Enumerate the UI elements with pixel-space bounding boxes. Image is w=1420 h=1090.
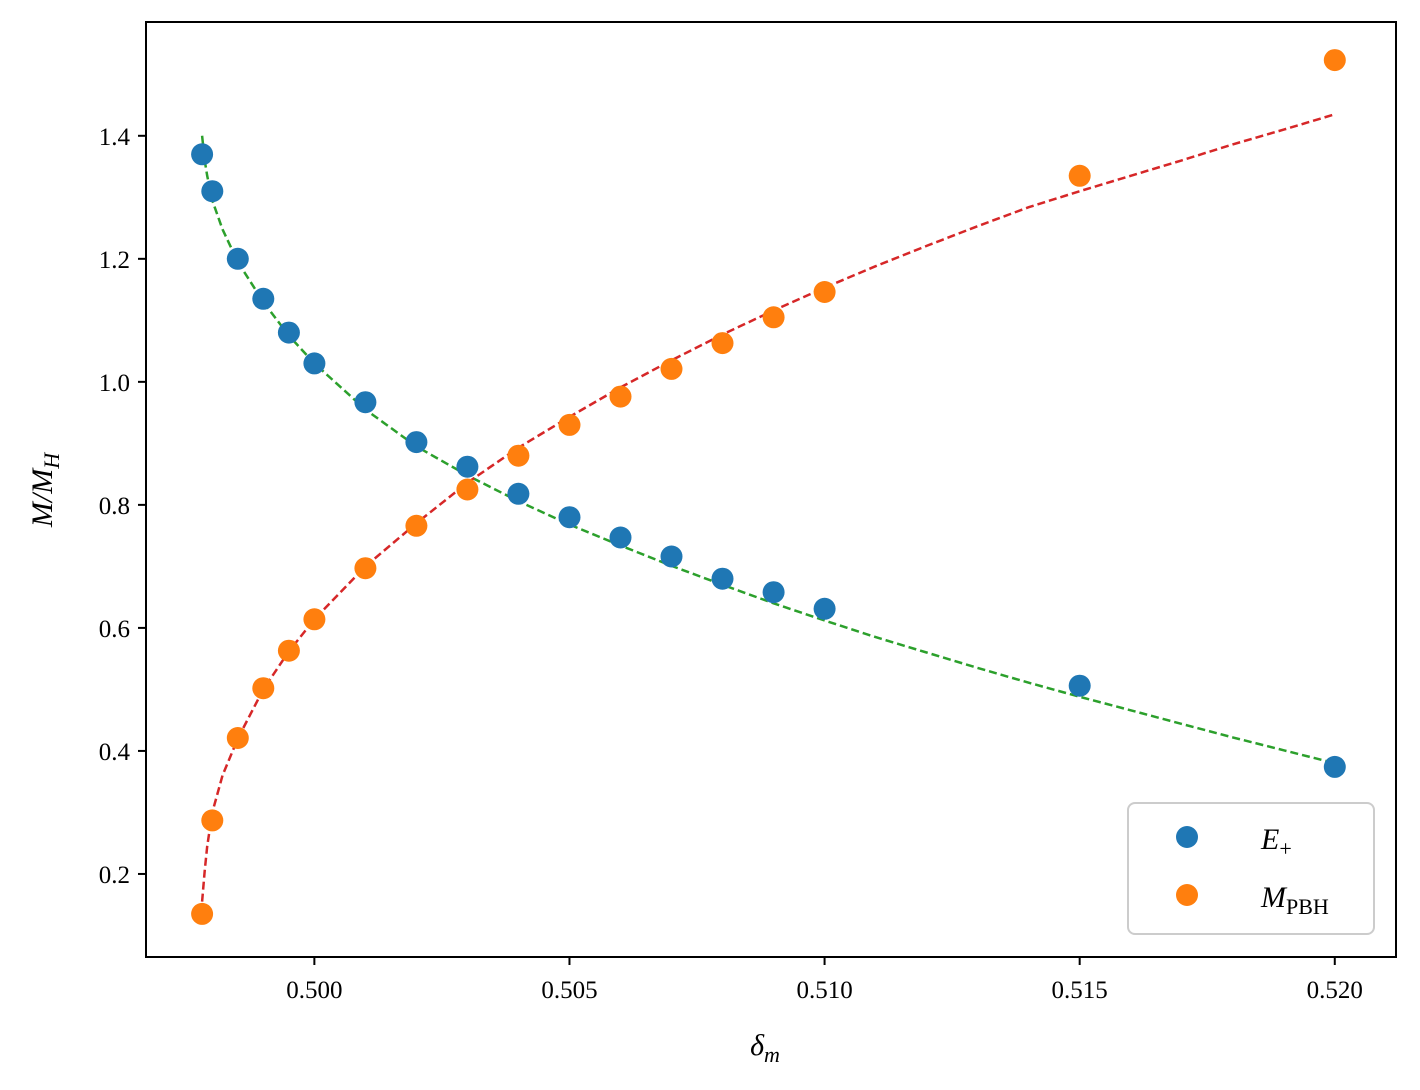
data-point-e <box>201 180 224 203</box>
data-point-e <box>1323 755 1346 778</box>
x-tick-label: 0.510 <box>796 977 852 1004</box>
data-point-mpbh <box>277 639 300 662</box>
data-point-mpbh <box>354 557 377 580</box>
data-point-mpbh <box>660 357 683 380</box>
data-point-e <box>226 247 249 270</box>
legend-label-m-pbh: MPBH <box>1260 881 1329 919</box>
data-point-mpbh <box>507 444 530 467</box>
data-point-e <box>303 352 326 375</box>
x-axis-label-base: δ <box>750 1029 765 1062</box>
y-tick-label: 0.8 <box>99 493 130 520</box>
data-point-mpbh <box>303 608 326 631</box>
data-point-e <box>711 567 734 590</box>
y-tick-label: 1.0 <box>99 370 130 397</box>
y-axis-label-sub: H <box>39 452 64 470</box>
legend: E+ MPBH <box>1127 802 1375 935</box>
data-point-e <box>277 321 300 344</box>
data-point-mpbh <box>762 306 785 329</box>
y-tick-label: 0.2 <box>99 862 130 889</box>
data-point-mpbh <box>191 902 214 925</box>
y-tick-label: 1.2 <box>99 247 130 274</box>
data-point-e <box>191 143 214 166</box>
data-point-mpbh <box>1323 49 1346 72</box>
x-tick-label: 0.520 <box>1307 977 1363 1004</box>
data-point-e <box>1068 674 1091 697</box>
x-axis-label-sub: m <box>764 1042 780 1067</box>
data-point-mpbh <box>252 677 275 700</box>
data-point-mpbh <box>405 514 428 537</box>
data-point-e <box>354 391 377 414</box>
x-axis-label: δm <box>750 1029 780 1067</box>
data-point-mpbh <box>711 332 734 355</box>
data-point-mpbh <box>226 727 249 749</box>
legend-label-m-pbh-sub: PBH <box>1286 894 1329 919</box>
data-point-mpbh <box>456 478 479 501</box>
y-axis-ticks: 0.2 0.4 0.6 0.8 1.0 1.2 1.4 <box>99 124 146 889</box>
data-point-e <box>660 545 683 568</box>
data-point-e <box>609 526 632 549</box>
data-point-e <box>813 597 836 620</box>
legend-label-m-pbh-base: M <box>1260 881 1288 914</box>
data-point-mpbh <box>609 385 632 408</box>
legend-box <box>1127 802 1375 935</box>
y-tick-label: 0.6 <box>99 616 130 643</box>
data-point-e <box>762 581 785 604</box>
y-axis-label-base: M/M <box>26 467 59 528</box>
y-tick-label: 1.4 <box>99 124 131 151</box>
legend-marker-m-pbh <box>1176 884 1198 906</box>
data-point-e <box>405 431 428 454</box>
legend-label-e-plus-base: E <box>1260 823 1279 856</box>
data-point-mpbh <box>558 413 581 436</box>
legend-label-e-plus: E+ <box>1260 823 1292 861</box>
data-point-e <box>456 455 479 478</box>
data-point-mpbh <box>813 281 836 303</box>
data-point-mpbh <box>201 809 224 832</box>
y-tick-label: 0.4 <box>99 739 131 766</box>
data-point-e <box>507 482 530 505</box>
data-point-e <box>558 506 581 529</box>
data-point-mpbh <box>1068 164 1091 187</box>
legend-label-e-plus-sub: + <box>1279 836 1291 861</box>
x-tick-label: 0.505 <box>541 977 597 1004</box>
y-axis-label: M/MH <box>26 452 64 528</box>
legend-marker-e-plus <box>1176 826 1198 848</box>
plot-frame <box>145 21 1397 958</box>
data-point-e <box>252 287 275 310</box>
x-tick-label: 0.500 <box>286 977 342 1004</box>
x-tick-label: 0.515 <box>1052 977 1108 1004</box>
x-axis-ticks: 0.500 0.505 0.510 0.515 0.520 <box>286 957 1363 1004</box>
data-points <box>191 49 1346 925</box>
